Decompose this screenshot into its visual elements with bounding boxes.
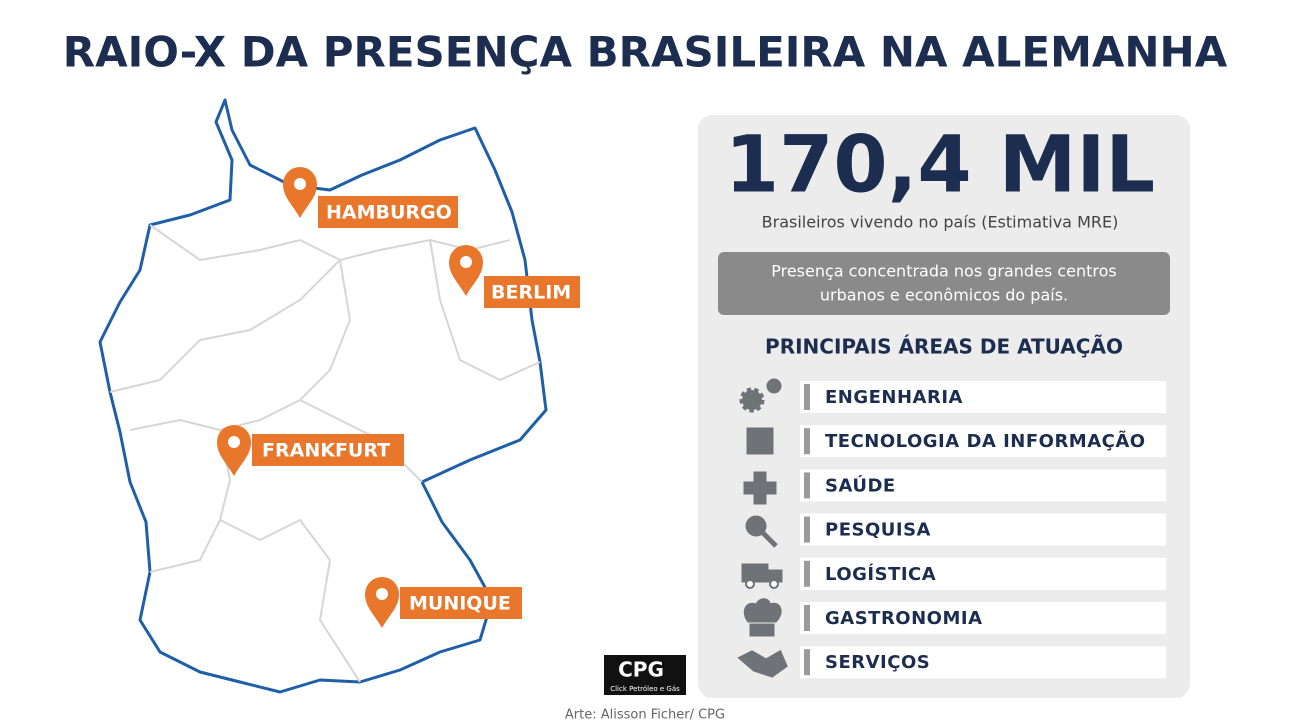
area-row — [800, 646, 1166, 679]
area-accent — [804, 560, 810, 587]
title: RAIO-X DA PRESENÇA BRASILEIRA NA ALEMANH… — [63, 28, 1228, 77]
area-row — [800, 425, 1166, 458]
city-marker: MUNIQUE — [365, 577, 522, 628]
area-label: SERVIÇOS — [825, 652, 930, 673]
area-label: GASTRONOMIA — [825, 608, 983, 629]
area-accent — [804, 605, 810, 631]
city-marker: HAMBURGO — [283, 167, 458, 228]
city-label: MUNIQUE — [409, 593, 511, 615]
city-marker: BERLIM — [449, 245, 580, 308]
areas-title: PRINCIPAIS ÁREAS DE ATUAÇÃO — [765, 335, 1123, 359]
area-row — [800, 469, 1166, 502]
area-label: LOGÍSTICA — [825, 563, 936, 585]
area-accent — [804, 516, 810, 543]
area-label: PESQUISA — [825, 520, 931, 541]
logo-tagline: Click Petróleo e Gás — [610, 685, 680, 693]
area-row — [800, 557, 1166, 590]
germany-map — [98, 98, 548, 694]
area-accent — [804, 472, 810, 499]
logo-box — [604, 655, 686, 695]
area-accent — [804, 384, 810, 410]
area-label: TECNOLOGIA DA INFORMAÇÃO — [825, 429, 1146, 452]
stat-caption: Brasileiros vivendo no país (Estimativa … — [762, 213, 1119, 232]
area-accent — [804, 428, 810, 455]
area-row — [800, 513, 1166, 546]
areas-list: ENGENHARIA TECNOLOGIA DA INFORMAÇÃO SAÚDE P… — [800, 381, 1166, 679]
area-row — [800, 381, 1166, 413]
area-label: ENGENHARIA — [825, 387, 963, 408]
note-box — [718, 252, 1170, 315]
note-line: Presença concentrada nos grandes centros — [771, 262, 1117, 281]
area-icons — [737, 378, 788, 678]
area-label: SAÚDE — [825, 474, 896, 496]
city-label: HAMBURGO — [326, 202, 452, 224]
city-label: FRANKFURT — [262, 440, 390, 462]
area-row — [800, 602, 1166, 634]
city-marker: FRANKFURT — [217, 425, 404, 476]
city-label: BERLIM — [491, 282, 571, 304]
stat: 170,4 MIL — [725, 120, 1155, 210]
note-line: urbanos e econômicos do país. — [820, 286, 1068, 305]
area-accent — [804, 649, 810, 676]
credit: Arte: Alisson Ficher/ CPG — [565, 708, 725, 723]
logo-name: CPG — [618, 658, 664, 682]
